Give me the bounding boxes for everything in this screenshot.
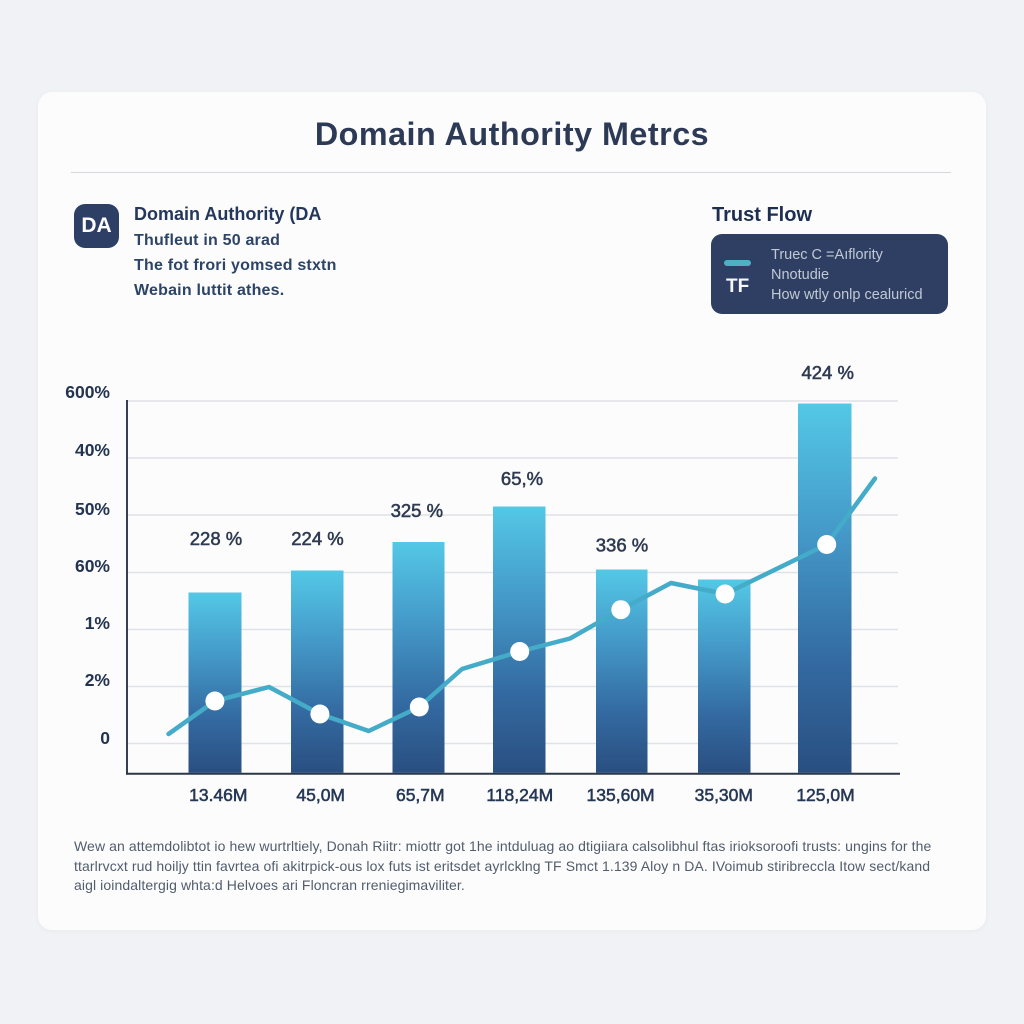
svg-text:65,7M: 65,7M <box>396 785 445 805</box>
svg-text:228 %: 228 % <box>190 528 242 549</box>
svg-text:135,60M: 135,60M <box>587 785 655 805</box>
svg-text:125,0M: 125,0M <box>796 785 854 805</box>
svg-text:325 %: 325 % <box>391 500 443 521</box>
svg-text:224 %: 224 % <box>291 528 343 549</box>
svg-text:1%: 1% <box>85 613 111 633</box>
svg-text:0: 0 <box>100 728 110 748</box>
svg-text:600%: 600% <box>65 382 110 402</box>
svg-text:35,30M: 35,30M <box>695 785 753 805</box>
svg-text:2%: 2% <box>85 670 111 690</box>
svg-text:45,0M: 45,0M <box>296 785 345 805</box>
svg-text:60%: 60% <box>75 556 110 576</box>
svg-text:13.46M: 13.46M <box>189 785 247 805</box>
svg-text:65,%: 65,% <box>501 468 543 489</box>
svg-text:424 %: 424 % <box>801 362 853 383</box>
svg-text:336 %: 336 % <box>596 535 648 556</box>
svg-text:50%: 50% <box>75 499 110 519</box>
svg-text:118,24M: 118,24M <box>486 785 553 805</box>
svg-text:40%: 40% <box>75 440 110 460</box>
